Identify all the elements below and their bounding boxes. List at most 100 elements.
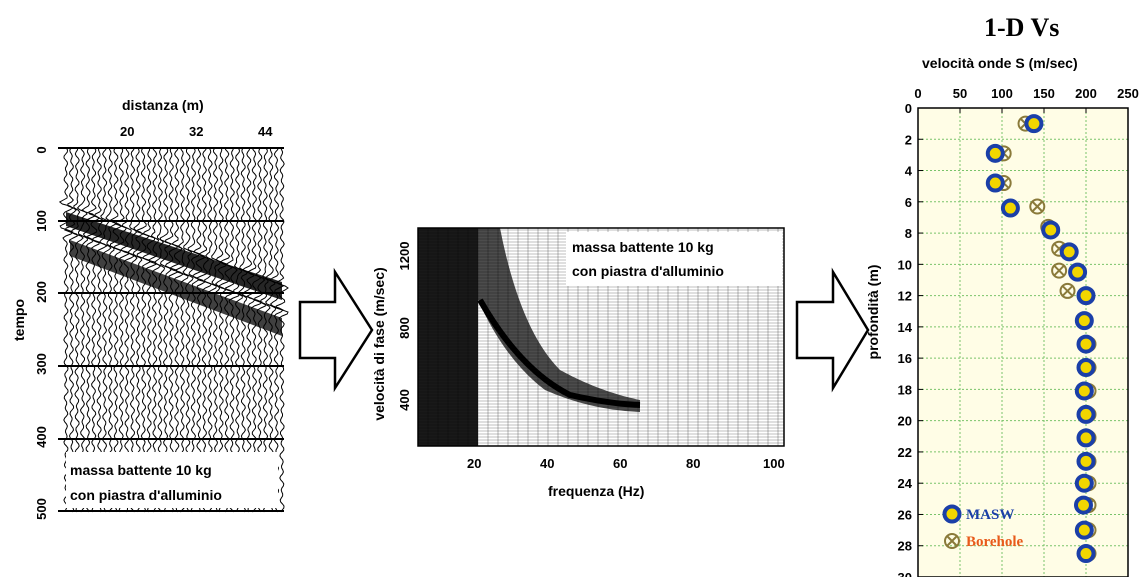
masw-point [1076, 334, 1096, 354]
masw-point [1074, 381, 1094, 401]
profile-ytick-label: 2 [905, 132, 912, 147]
seismic-trace [241, 147, 256, 513]
profile-xtick-label: 50 [953, 86, 967, 101]
profile-xtick-label: 100 [991, 86, 1013, 101]
profile-ytick-label: 6 [905, 195, 912, 210]
right-arrow-icon [795, 267, 870, 393]
seismogram-xtick: 32 [189, 124, 203, 139]
dispersion-curve-region [478, 228, 640, 412]
borehole-point [1029, 198, 1046, 215]
profile-yticks: 024681012141618202224262830 [898, 101, 923, 577]
seismic-trace [105, 147, 117, 513]
seismic-trace [169, 147, 185, 513]
legend-masw-label: MASW [966, 507, 1014, 523]
seismogram-yticks: 0 100 200 300 400 500 [34, 146, 49, 519]
seismogram-ytick: 100 [34, 210, 49, 232]
dispersion-annotation-line1: massa battente 10 kg [572, 239, 714, 255]
legend-borehole-label: Borehole [966, 534, 1024, 550]
surface-wave-band [70, 240, 282, 336]
profile-ytick-label: 24 [898, 476, 913, 491]
seismic-trace [119, 147, 136, 513]
dispersion-xtick: 100 [763, 456, 785, 471]
profile-ytick-label: 28 [898, 539, 912, 554]
seismic-trace [164, 147, 179, 513]
masw-point [1076, 428, 1096, 448]
masw-point [1074, 473, 1094, 493]
masw-point [985, 143, 1005, 163]
seismic-trace [141, 147, 158, 513]
seismic-trace [253, 147, 266, 513]
seismic-trace [99, 147, 112, 513]
profile-ytick-label: 18 [898, 382, 912, 397]
seismic-trace [224, 147, 241, 513]
seismogram-ytick: 0 [34, 146, 49, 153]
seismic-trace [70, 147, 84, 513]
seismic-trace [259, 147, 271, 513]
seismogram-xtick: 20 [120, 124, 134, 139]
seismic-trace [246, 147, 263, 513]
seismic-trace [148, 147, 162, 513]
profile-xtick-label: 250 [1117, 86, 1139, 101]
seismic-trace [214, 147, 228, 513]
profile-ytick-label: 4 [905, 164, 913, 179]
seismic-trace [132, 147, 144, 513]
low-frequency-region [418, 228, 478, 446]
profile-ytick-label: 0 [905, 101, 912, 116]
profile-title: 1-D Vs [984, 13, 1059, 42]
seismic-trace [159, 147, 172, 513]
seismic-trace [211, 147, 222, 513]
profile-ytick-label: 14 [898, 320, 913, 335]
profile-xtick-label: 150 [1033, 86, 1055, 101]
seismic-trace [127, 147, 138, 513]
seismic-trace [154, 147, 166, 513]
seismogram-annotation-box [66, 452, 278, 508]
profile-ytick-label: 10 [898, 257, 912, 272]
dispersion-xtick: 20 [467, 456, 481, 471]
seismic-trace [191, 147, 206, 513]
seismogram-annotation-line1: massa battente 10 kg [70, 462, 212, 478]
seismic-trace [81, 147, 96, 513]
seismic-trace [187, 147, 201, 513]
seismic-trace [175, 147, 189, 513]
dispersion-annotation-line2: con piastra d'alluminio [572, 263, 724, 279]
masw-point [1074, 311, 1094, 331]
masw-series [985, 114, 1096, 564]
profile-ylabel: profondità (m) [865, 265, 881, 360]
profile-grid [917, 107, 1129, 577]
dispersion-ytick: 400 [397, 389, 412, 411]
seismogram-ytick: 300 [34, 353, 49, 375]
seismogram-ylabel: tempo [11, 299, 27, 341]
seismic-trace [182, 147, 194, 513]
profile-ytick-label: 20 [898, 414, 912, 429]
vs-profile-panel: 1-D Vs velocità onde S (m/sec) profondit… [865, 13, 1139, 577]
borehole-point [1051, 262, 1068, 279]
profile-xtick-label: 200 [1075, 86, 1097, 101]
seismogram-ytick: 200 [34, 281, 49, 303]
seismogram-xtick: 44 [258, 124, 273, 139]
masw-point [1073, 495, 1093, 515]
masw-point [1024, 114, 1044, 134]
masw-point [1076, 286, 1096, 306]
dispersion-xtick: 40 [540, 456, 554, 471]
profile-xlabel: velocità onde S (m/sec) [922, 55, 1078, 71]
profile-ytick-label: 26 [898, 507, 912, 522]
dispersion-panel: velocità di fase (m/sec) 400 800 1200 20… [371, 227, 785, 499]
dispersion-ytick: 1200 [397, 242, 412, 271]
dispersion-xtick: 60 [613, 456, 627, 471]
seismic-trace [233, 147, 243, 513]
profile-legend: MASW Borehole [942, 504, 1024, 550]
profile-xticks: 0 50 100 150 200 250 [914, 86, 1139, 113]
borehole-legend-marker-icon [944, 533, 960, 549]
dispersion-ytick: 800 [397, 317, 412, 339]
masw-point [1076, 451, 1096, 471]
borehole-point [1059, 282, 1076, 299]
dispersion-curve [477, 298, 641, 408]
masw-point [1076, 358, 1096, 378]
seismogram-xlabel: distanza (m) [122, 97, 204, 113]
masw-point [1076, 544, 1096, 564]
seismic-trace [76, 147, 89, 513]
seismic-trace [217, 147, 235, 513]
seismogram-ytick: 400 [34, 426, 49, 448]
